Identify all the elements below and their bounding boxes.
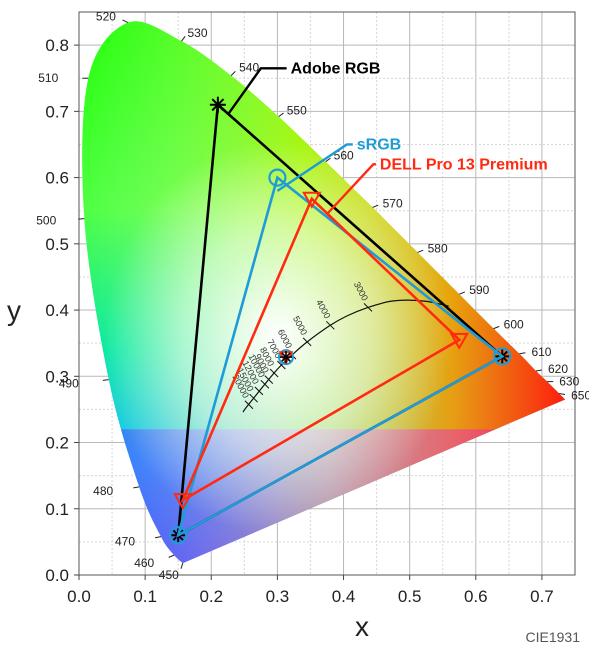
cie-footer: CIE1931 xyxy=(526,629,581,645)
wavelength-label: 560 xyxy=(334,149,354,163)
wavelength-tick xyxy=(230,70,236,76)
x-tick-label: 0.7 xyxy=(530,587,554,606)
dell-pro-13-premium-leader-line xyxy=(326,163,376,215)
wavelength-tick xyxy=(519,352,526,355)
wavelength-label: 510 xyxy=(38,71,58,85)
wavelength-label: 630 xyxy=(559,375,579,389)
adobe-rgb-primary-marker xyxy=(209,96,226,113)
wavelength-label: 600 xyxy=(504,318,524,332)
dell-pro-13-premium-primary-marker xyxy=(302,191,322,209)
dell-pro-13-premium-primary-marker xyxy=(449,332,469,350)
cct-tick xyxy=(325,320,335,330)
adobe-rgb-legend-label: Adobe RGB xyxy=(291,60,381,77)
wavelength-label: 530 xyxy=(188,26,208,40)
wavelength-label: 610 xyxy=(531,345,551,359)
plot-border xyxy=(78,11,576,576)
wavelength-label: 580 xyxy=(428,241,448,255)
asterisk-stroke xyxy=(211,98,225,112)
wavelength-tick xyxy=(180,562,184,569)
cct-tick xyxy=(244,400,254,410)
wavelength-tick xyxy=(133,486,140,489)
wavelength-label: 550 xyxy=(287,104,307,118)
y-tick-label: 0.8 xyxy=(45,36,69,55)
x-tick-label: 0.1 xyxy=(133,587,157,606)
wavelength-label: 540 xyxy=(239,61,259,75)
x-tick-label: 0.4 xyxy=(332,587,356,606)
wavelength-tick xyxy=(122,19,129,24)
cct-tick xyxy=(269,368,279,378)
adobe-rgb-leader-line xyxy=(226,67,287,116)
axis-ticks: 0.0 0.1 0.2 0.3 0.4 0.5 0.6 0.7 0.0 0.1 0.2 0.3 0.4 0… xyxy=(45,36,553,606)
wavelength-label: 570 xyxy=(383,196,403,210)
x-tick-label: 0.0 xyxy=(67,587,91,606)
legend: Adobe RGB sRGB DELL Pro 13 Premium xyxy=(226,60,548,215)
wavelength-tick xyxy=(493,325,500,330)
wavelength-tick xyxy=(559,393,566,395)
wavelength-label: 480 xyxy=(93,484,113,498)
dell-pro-13-premium-triangle xyxy=(180,196,462,504)
srgb-triangle xyxy=(176,175,505,538)
y-tick-label: 0.1 xyxy=(45,500,69,519)
cct-tick xyxy=(254,386,264,396)
wavelength-tick xyxy=(372,204,379,208)
y-tick-label: 0.3 xyxy=(45,367,69,386)
x-tick-label: 0.6 xyxy=(464,587,488,606)
srgb-primary-marker xyxy=(268,168,287,187)
cct-tick xyxy=(249,393,258,403)
x-tick-label: 0.5 xyxy=(398,587,422,606)
wavelength-tick xyxy=(459,291,466,295)
wavelength-label: 470 xyxy=(115,535,135,549)
wavelength-tick xyxy=(155,536,162,539)
wavelength-tick xyxy=(168,554,175,558)
cct-tick xyxy=(363,303,373,312)
y-tick-label: 0.5 xyxy=(45,235,69,254)
cct-tick xyxy=(264,375,274,384)
srgb-leader-line xyxy=(276,143,353,192)
wavelength-tick xyxy=(417,249,424,253)
wavelength-label: 460 xyxy=(134,556,154,570)
y-tick-label: 0.2 xyxy=(45,434,69,453)
dell-pro-13-premium-primary-marker xyxy=(173,493,193,511)
wavelength-tick xyxy=(325,157,331,163)
cct-tick xyxy=(260,379,270,389)
wavelength-label: 520 xyxy=(96,10,116,24)
y-axis-title: y xyxy=(7,295,21,326)
srgb-legend-label: sRGB xyxy=(357,136,401,153)
cct-tick xyxy=(302,337,312,347)
plot-frame xyxy=(78,11,576,576)
srgb-primary-marker xyxy=(493,347,512,366)
y-tick-label: 0.7 xyxy=(45,102,69,121)
x-axis-title: x xyxy=(355,611,369,642)
wavelength-label: 620 xyxy=(548,362,568,376)
wavelength-labels: 450 460 470 480 490 500 510 520 530 540 550 560 570 5… xyxy=(36,10,589,582)
wavelength-label: 590 xyxy=(469,283,489,297)
wavelength-label: 490 xyxy=(59,377,79,391)
wavelength-tick xyxy=(535,369,542,372)
dell-pro-13-premium-legend-label: DELL Pro 13 Premium xyxy=(380,156,548,173)
wavelength-label: 500 xyxy=(36,214,56,228)
wavelength-tick xyxy=(278,112,284,118)
wavelength-label: 450 xyxy=(159,568,179,582)
y-tick-label: 0.0 xyxy=(45,566,69,585)
srgb-primary-marker xyxy=(169,526,188,545)
x-tick-label: 0.2 xyxy=(199,587,223,606)
y-tick-label: 0.6 xyxy=(45,169,69,188)
x-tick-label: 0.3 xyxy=(266,587,290,606)
wavelength-tick xyxy=(102,379,109,381)
wavelength-label: 650 xyxy=(571,389,589,403)
y-tick-label: 0.4 xyxy=(45,301,69,320)
cct-tick xyxy=(277,360,286,370)
wavelength-tick xyxy=(181,36,186,42)
gamut-triangles xyxy=(169,96,512,545)
white-point-asterisk xyxy=(281,352,291,362)
